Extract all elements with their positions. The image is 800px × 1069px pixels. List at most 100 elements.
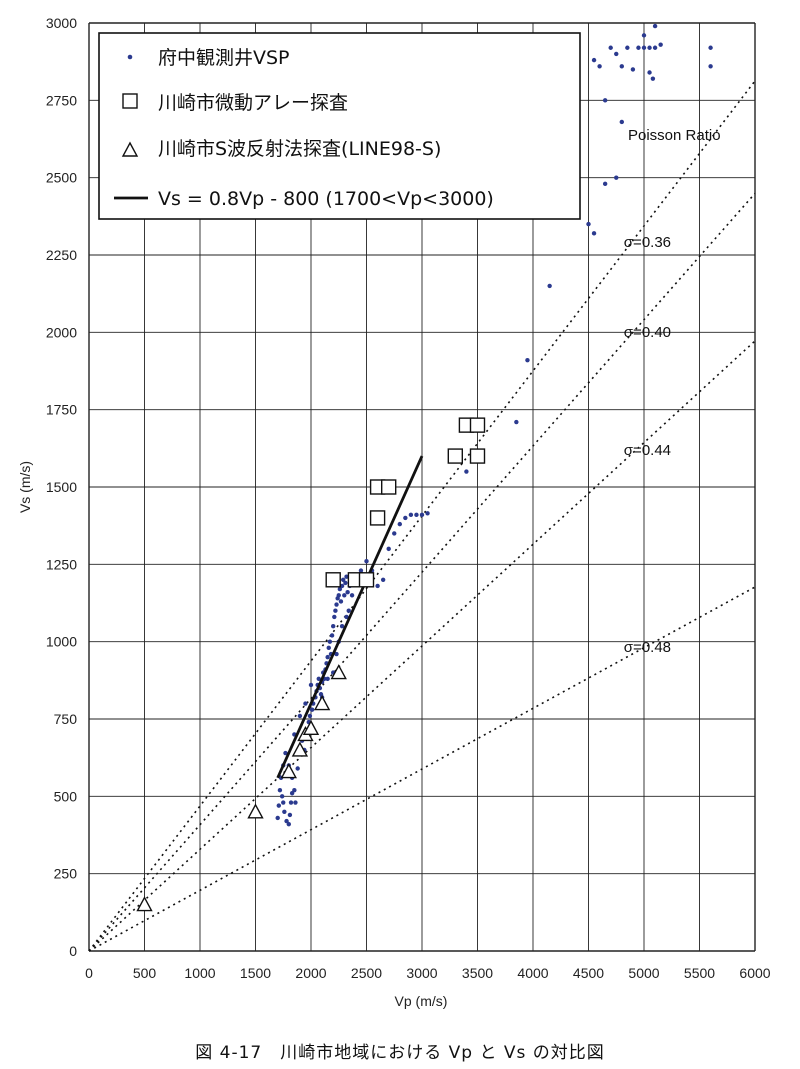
y-tick-label: 2750 (46, 92, 77, 108)
vsp-point (325, 654, 330, 660)
poisson-ratio-label: σ=0.48 (624, 639, 671, 656)
y-tick-label: 2500 (46, 170, 77, 186)
y-axis-title: Vs (m/s) (17, 461, 33, 513)
y-tick-label: 500 (54, 788, 78, 804)
data-series (136, 23, 713, 912)
poisson-ratio-label: σ=0.36 (624, 234, 671, 251)
vsp-point (625, 45, 630, 50)
reflection-triangle-point (291, 741, 309, 757)
vsp-point (277, 787, 283, 793)
vsp-point (425, 511, 430, 516)
y-tick-label: 0 (69, 943, 77, 959)
vsp-point (325, 676, 330, 681)
legend-label-fit-line: Vs = 0.8Vp - 800 (1700<Vp<3000) (158, 188, 494, 210)
reflection-triangle-point (330, 664, 347, 680)
vsp-point (358, 568, 364, 573)
vsp-point (525, 357, 530, 363)
poisson-ratio-line (88, 340, 756, 952)
vsp-point (658, 42, 663, 47)
vsp-point (339, 583, 345, 589)
vsp-point (331, 624, 336, 629)
y-tick-label: 2000 (46, 324, 77, 340)
vsp-point (293, 800, 298, 805)
vsp-point (464, 469, 469, 474)
x-tick-label: 4500 (573, 965, 604, 981)
reflection-triangle-point (280, 763, 297, 779)
vsp-point (602, 181, 608, 187)
array-square-point (381, 479, 397, 495)
poisson-ratio-title: Poisson Ratio (628, 127, 721, 144)
vsp-point (338, 599, 344, 604)
vsp-point (282, 809, 287, 814)
vsp-point (344, 574, 349, 579)
vsp-point (708, 64, 713, 69)
vsp-point (337, 586, 343, 592)
vsp-point (647, 45, 652, 50)
array-square-point (325, 572, 341, 588)
vsp-point (297, 713, 303, 719)
y-tick-label: 3000 (46, 15, 77, 31)
vsp-point (641, 33, 647, 38)
x-tick-label: 500 (133, 965, 157, 981)
x-tick-label: 5500 (684, 965, 715, 981)
x-tick-label: 1500 (240, 965, 271, 981)
vsp-point (608, 45, 613, 50)
legend-label-reflection: 川崎市S波反射法探査(LINE98-S) (158, 138, 441, 160)
vsp-point (652, 45, 658, 50)
array-square-point (469, 448, 486, 464)
vsp-point (287, 812, 293, 818)
vsp-point (309, 707, 315, 712)
legend-label-vsp: 府中観測井VSP (158, 47, 290, 69)
legend-triangle-marker (121, 141, 139, 157)
legend-dot-marker (127, 54, 133, 60)
y-tick-label: 1500 (46, 479, 77, 495)
legend-label-array: 川崎市微動アレー探査 (158, 92, 348, 114)
vsp-point (708, 45, 713, 50)
y-tick-label: 1750 (46, 402, 77, 418)
x-tick-label: 1000 (184, 965, 215, 981)
vsp-point (614, 51, 619, 57)
vsp-point (414, 512, 419, 518)
vsp-point (419, 512, 425, 518)
reflection-triangle-point (313, 695, 331, 711)
vsp-point (397, 521, 402, 527)
array-square-point (469, 417, 486, 433)
vsp-point (652, 23, 658, 29)
vsp-point (286, 821, 291, 827)
vsp-point (275, 815, 280, 821)
vsp-point (281, 800, 286, 805)
poisson-ratio-line (88, 192, 756, 952)
legend-box (98, 32, 581, 220)
y-tick-label: 2250 (46, 247, 77, 263)
x-tick-label: 0 (85, 965, 93, 981)
vsp-point (647, 70, 652, 75)
y-tick-label: 1000 (46, 634, 77, 650)
vsp-point (334, 602, 339, 607)
vsp-point (345, 589, 350, 595)
vsp-point (327, 639, 333, 644)
y-tick-label: 250 (54, 866, 78, 882)
array-square-point (358, 572, 375, 588)
vsp-point (591, 231, 597, 236)
vsp-point (289, 791, 295, 796)
vsp-point (619, 64, 624, 69)
vsp-point (308, 682, 314, 688)
poisson-ratio-label: σ=0.40 (624, 324, 671, 341)
x-tick-label: 3000 (406, 965, 437, 981)
poisson-ratio-line (88, 586, 756, 952)
reflection-triangle-point (247, 803, 264, 819)
vsp-point (349, 593, 355, 598)
vsp-point (344, 614, 349, 620)
vsp-point (326, 645, 331, 651)
vsp-point (343, 580, 348, 586)
vsp-point (339, 624, 345, 629)
vsp-point (329, 633, 335, 638)
vsp-point (380, 577, 386, 582)
vsp-point (340, 577, 346, 582)
y-tick-label: 750 (54, 711, 78, 727)
vsp-point (597, 64, 602, 69)
x-tick-label: 3500 (462, 965, 493, 981)
vsp-point (602, 98, 608, 103)
x-tick-label: 2500 (351, 965, 382, 981)
